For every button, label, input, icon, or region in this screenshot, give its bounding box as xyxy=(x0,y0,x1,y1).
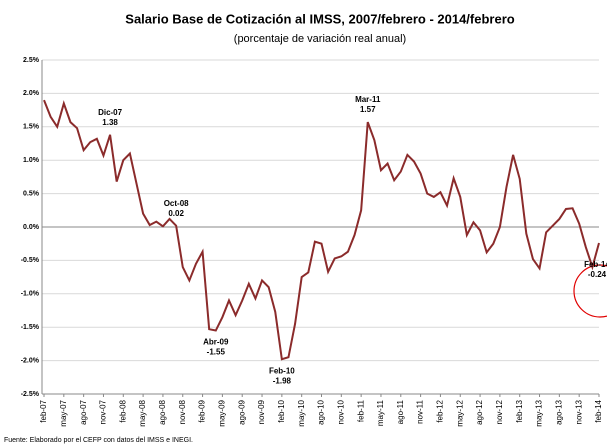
x-tick-label: nov-10 xyxy=(336,399,345,424)
x-tick-label: feb-08 xyxy=(118,399,127,422)
point-label: Oct-08 xyxy=(164,199,189,208)
value-label: -1.98 xyxy=(273,376,292,385)
x-tick-label: ago-12 xyxy=(475,399,484,424)
highlight-circle xyxy=(573,264,607,318)
x-tick-label: feb-12 xyxy=(436,399,445,422)
x-tick-label: nov-12 xyxy=(495,399,504,424)
x-tick-label: feb-10 xyxy=(277,399,286,422)
x-tick-label: ago-07 xyxy=(79,399,88,424)
x-tick-label: nov-09 xyxy=(257,399,266,424)
x-tick-label: nov-07 xyxy=(99,399,108,424)
x-tick-label: may-10 xyxy=(297,399,306,426)
x-tick-label: ago-11 xyxy=(396,399,405,424)
x-tick-label: feb-11 xyxy=(356,399,365,422)
point-label: Dic-07 xyxy=(98,108,123,117)
x-tick-label: may-08 xyxy=(138,399,147,426)
x-tick-label: ago-13 xyxy=(554,399,563,424)
value-label: -0.24 xyxy=(588,270,607,279)
y-tick-label: -1.0% xyxy=(21,291,40,298)
source-note: Fuente: Elaborado por el CEFP con datos … xyxy=(4,437,193,444)
y-tick-label: -2.5% xyxy=(21,391,40,398)
value-label: 1.57 xyxy=(360,105,376,114)
x-tick-label: ago-08 xyxy=(158,399,167,424)
chart-subtitle: (porcentaje de variación real anual) xyxy=(234,33,406,45)
point-label: Mar-11 xyxy=(355,95,381,104)
x-tick-label: feb-07 xyxy=(39,399,48,422)
y-tick-label: 0.0% xyxy=(23,224,40,231)
y-tick-label: -0.5% xyxy=(21,257,40,264)
value-label: -1.55 xyxy=(207,348,226,357)
x-tick-label: feb-09 xyxy=(198,399,207,422)
x-tick-label: may-13 xyxy=(535,399,544,426)
x-tick-label: nov-08 xyxy=(178,399,187,424)
x-tick-label: feb-14 xyxy=(594,399,603,422)
point-label: Feb-10 xyxy=(269,366,295,375)
point-label: Abr-09 xyxy=(203,338,229,347)
y-tick-label: 2.0% xyxy=(23,90,40,97)
x-tick-label: ago-09 xyxy=(237,399,246,424)
chart-title: Salario Base de Cotización al IMSS, 2007… xyxy=(125,11,514,26)
y-tick-label: 1.5% xyxy=(23,124,40,131)
y-tick-label: 2.5% xyxy=(23,57,40,64)
x-tick-label: may-12 xyxy=(455,399,464,426)
value-label: 1.38 xyxy=(102,118,118,127)
x-tick-label: may-07 xyxy=(59,399,68,426)
x-tick-label: feb-13 xyxy=(515,399,524,422)
y-tick-label: -1.5% xyxy=(21,324,40,331)
value-label: 0.02 xyxy=(168,209,184,218)
x-tick-label: may-09 xyxy=(218,399,227,426)
x-tick-label: may-11 xyxy=(376,399,385,426)
point-label: Feb-14 xyxy=(584,260,607,269)
y-tick-label: 0.5% xyxy=(23,190,40,197)
x-tick-label: ago-10 xyxy=(317,399,326,424)
x-tick-label: nov-11 xyxy=(416,399,425,423)
x-tick-label: nov-13 xyxy=(574,399,583,424)
data-line xyxy=(43,99,600,361)
y-tick-label: -2.0% xyxy=(21,357,40,364)
y-tick-label: 1.0% xyxy=(23,157,40,164)
